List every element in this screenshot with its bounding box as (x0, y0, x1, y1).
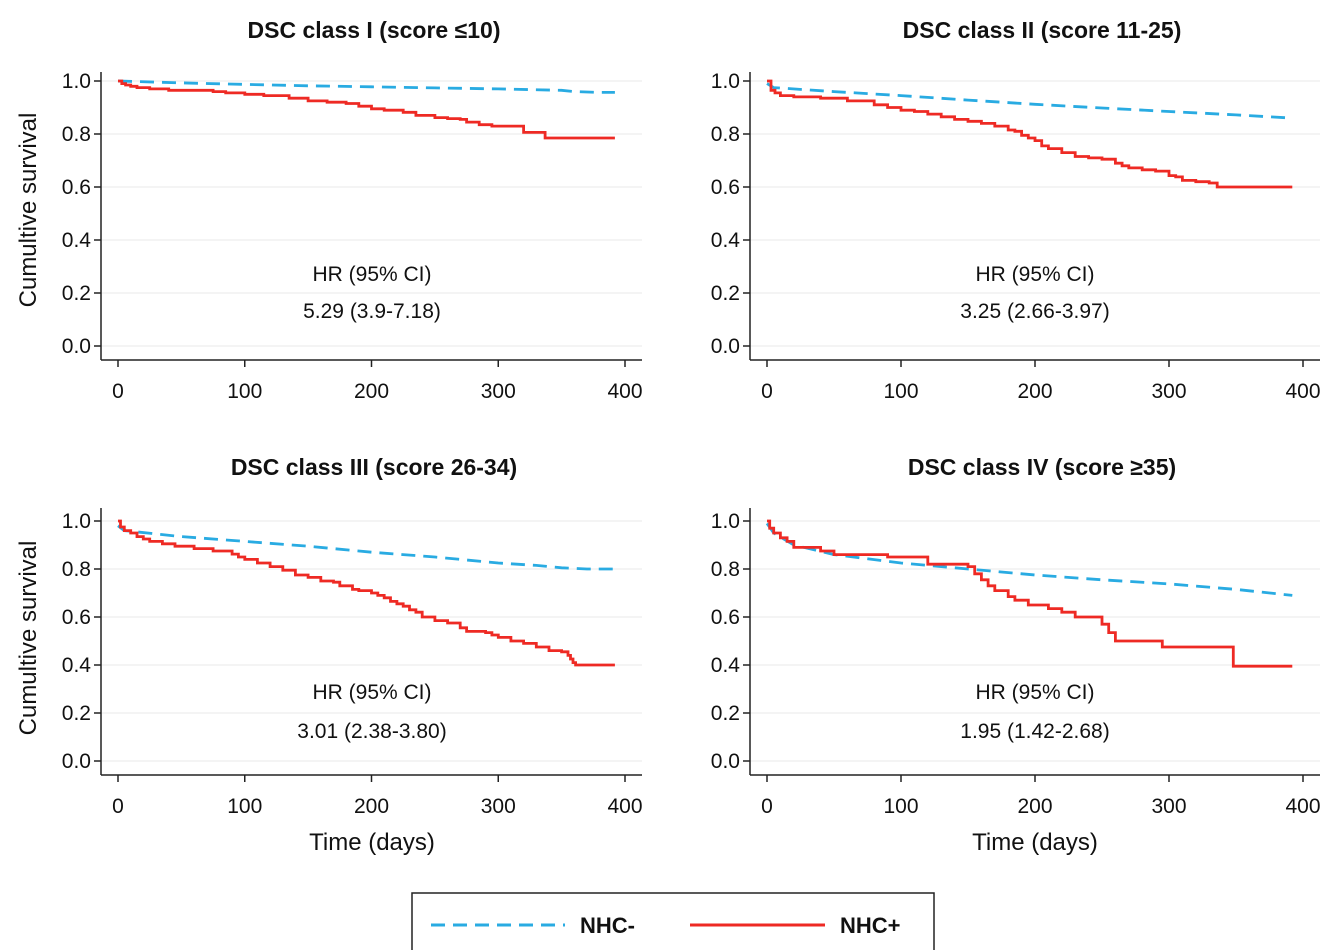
y-tick-label: 0.6 (62, 176, 91, 199)
panel-4-nhc-minus-curve (765, 522, 1293, 597)
x-tick-label: 100 (883, 795, 918, 818)
x-tick-label: 400 (1285, 795, 1320, 818)
y-tick-label: 1.0 (62, 70, 91, 93)
y-tick-label: 0.0 (711, 335, 740, 358)
panel-4: DSC class IV (score ≥35) 0.0 0.2 0.4 0.6 0.8… (711, 454, 1321, 856)
legend-box (411, 892, 935, 950)
y-tick-label: 1.0 (711, 70, 740, 93)
y-tick-label: 0.6 (711, 606, 740, 629)
panel-1: DSC class I (score ≤10) Cumultive surviv… (15, 17, 643, 403)
y-tick-label: 0.4 (711, 654, 741, 677)
legend-nhc-minus-label: NHC- (580, 913, 635, 938)
x-tick-label: 0 (761, 795, 773, 818)
x-tick-label: 300 (481, 380, 516, 403)
panel-3-yticks: 0.0 0.2 0.4 0.6 0.8 1.0 (62, 510, 101, 773)
y-tick-label: 0.0 (62, 335, 91, 358)
x-tick-label: 400 (607, 380, 642, 403)
panel-2-hr-value: 3.25 (2.66-3.97) (960, 300, 1109, 323)
x-tick-label: 100 (883, 380, 918, 403)
y-tick-label: 0.4 (62, 229, 92, 252)
panel-3-hr-label: HR (95% CI) (312, 681, 431, 704)
panel-2-title: DSC class II (score 11-25) (903, 17, 1182, 43)
y-tick-label: 0.2 (62, 282, 91, 305)
x-tick-label: 0 (112, 380, 124, 403)
x-tick-label: 400 (1285, 380, 1320, 403)
y-tick-label: 0.6 (711, 176, 740, 199)
panel-4-nhc-plus-curve (767, 519, 1293, 668)
y-tick-label: 0.0 (62, 750, 91, 773)
y-tick-label: 0.6 (62, 606, 91, 629)
panel-1-title: DSC class I (score ≤10) (248, 17, 501, 43)
y-tick-label: 0.8 (711, 558, 740, 581)
panel-2-xticks: 0 100 200 300 400 (761, 360, 1321, 403)
panel-3-nhc-minus-curve (117, 524, 615, 571)
panel-3-hr-value: 3.01 (2.38-3.80) (297, 720, 446, 743)
panel-1-xticks: 0 100 200 300 400 (112, 360, 643, 403)
y-tick-label: 0.8 (62, 123, 91, 146)
x-tick-label: 100 (227, 380, 262, 403)
panel-3-x-axis-title: Time (days) (309, 829, 435, 856)
x-tick-label: 200 (1017, 795, 1052, 818)
panel-4-xticks: 0 100 200 300 400 (761, 775, 1321, 818)
panel-1-hr-value: 5.29 (3.9-7.18) (303, 300, 441, 323)
panel-4-hr-label: HR (95% CI) (975, 681, 1094, 704)
panel-1-y-axis-title: Cumultive survival (15, 113, 42, 308)
x-tick-label: 200 (354, 380, 389, 403)
panel-3-y-axis-title: Cumultive survival (15, 541, 42, 736)
x-tick-label: 300 (1151, 380, 1186, 403)
y-tick-label: 0.0 (711, 750, 740, 773)
x-tick-label: 0 (761, 380, 773, 403)
panel-3-xticks: 0 100 200 300 400 (112, 775, 643, 818)
x-tick-label: 200 (1017, 380, 1052, 403)
y-tick-label: 0.2 (62, 702, 91, 725)
y-tick-label: 1.0 (62, 510, 91, 533)
panel-2-hr-label: HR (95% CI) (975, 263, 1094, 286)
panel-3: DSC class III (score 26-34) Cumultive su… (15, 454, 643, 856)
panel-4-x-axis-title: Time (days) (972, 829, 1098, 856)
panel-1-hr-label: HR (95% CI) (312, 263, 431, 286)
x-tick-label: 0 (112, 795, 124, 818)
panel-2: DSC class II (score 11-25) 0.00.20.40.60… (711, 17, 1321, 403)
panel-4-grid (750, 520, 1320, 762)
y-tick-label: 1.0 (711, 510, 740, 533)
y-tick-label: 0.4 (711, 229, 741, 252)
y-tick-label: 0.8 (62, 558, 91, 581)
panel-1-nhc-minus-curve (117, 79, 615, 94)
panel-3-title: DSC class III (score 26-34) (231, 454, 517, 480)
panel-2-yticks: 0.0 0.2 0.4 0.6 0.8 1.0 (711, 70, 750, 358)
panel-2-nhc-minus-curve (766, 82, 1293, 120)
legend-nhc-plus-label: NHC+ (840, 913, 901, 938)
y-tick-label: 0.8 (711, 123, 740, 146)
x-tick-label: 300 (481, 795, 516, 818)
y-tick-label: 0.2 (711, 282, 740, 305)
panel-4-hr-value: 1.95 (1.42-2.68) (960, 720, 1109, 743)
panel-4-title: DSC class IV (score ≥35) (908, 454, 1176, 480)
panel-3-nhc-plus-curve (118, 519, 615, 667)
panel-2-nhc-plus-curve (767, 79, 1293, 189)
x-tick-label: 400 (607, 795, 642, 818)
panel-1-yticks: 0.0 0.2 0.4 0.6 0.8 1.0 (62, 70, 101, 358)
x-tick-label: 300 (1151, 795, 1186, 818)
panel-4-yticks: 0.0 0.2 0.4 0.6 0.8 1.0 (711, 510, 750, 773)
x-tick-label: 200 (354, 795, 389, 818)
y-tick-label: 0.2 (711, 702, 740, 725)
legend: NHC- NHC+ (411, 892, 935, 950)
y-tick-label: 0.4 (62, 654, 92, 677)
panel-1-grid (101, 80, 642, 347)
x-tick-label: 100 (227, 795, 262, 818)
panel-1-nhc-plus-curve (118, 79, 615, 140)
panel-3-grid (101, 520, 642, 762)
